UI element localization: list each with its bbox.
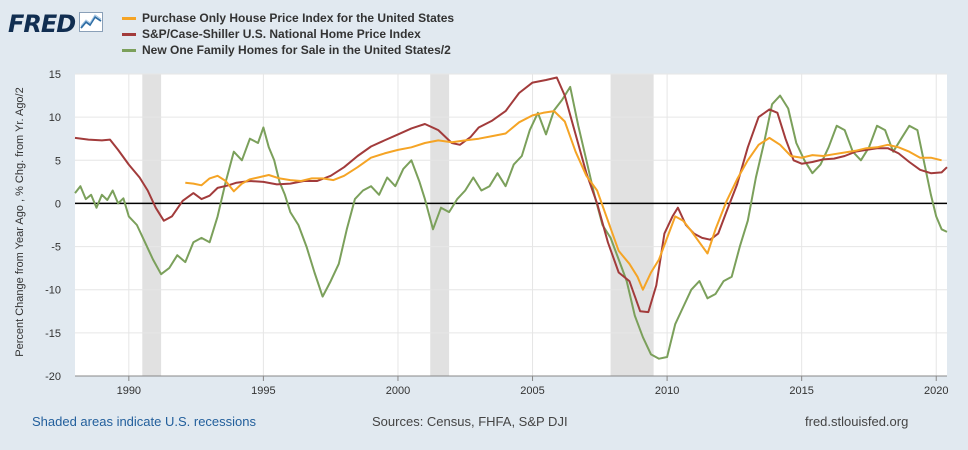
plot-background [75,74,947,376]
y-tick-label: -5 [51,242,61,254]
legend-swatch [122,48,136,52]
y-tick-label: 5 [55,155,61,167]
legend-label: S&P/Case-Shiller U.S. National Home Pric… [142,27,421,41]
x-tick-label: 2015 [789,385,813,397]
x-tick-label: 2000 [386,385,410,397]
x-tick-label: 2005 [520,385,544,397]
x-tick-label: 2010 [655,385,679,397]
series-line-1 [74,76,948,314]
logo-text: FRED [8,10,76,38]
x-tick-label: 1990 [117,385,141,397]
chart-line-icon [79,11,104,37]
recession-note[interactable]: Shaded areas indicate U.S. recessions [32,414,257,429]
x-tick-label: 1995 [251,385,275,397]
site-link[interactable]: fred.stlouisfed.org [805,414,909,429]
chart-legend: Purchase Only House Price Index for the … [122,10,454,58]
fred-logo[interactable]: FRED [8,10,104,38]
recession-band [430,74,450,376]
legend-swatch [122,16,136,20]
y-tick-label: -10 [45,285,61,297]
sources-text: Sources: Census, FHFA, S&P DJI [372,414,568,429]
y-tick-label: -20 [45,371,61,383]
y-tick-label: 0 [55,198,61,210]
legend-item-new-homes[interactable]: New One Family Homes for Sale in the Uni… [122,42,454,58]
y-tick-label: 15 [49,69,61,81]
y-tick-label: 10 [49,112,61,124]
legend-label: New One Family Homes for Sale in the Uni… [142,43,451,57]
x-tick-label: 2020 [924,385,948,397]
legend-label: Purchase Only House Price Index for the … [142,11,455,25]
recession-band [142,74,162,376]
y-tick-label: -15 [45,328,61,340]
legend-swatch [122,32,136,36]
series-line-0 [185,110,942,291]
recession-band [610,74,654,376]
legend-item-purchase-only[interactable]: Purchase Only House Price Index for the … [122,10,454,26]
legend-item-case-shiller[interactable]: S&P/Case-Shiller U.S. National Home Pric… [122,26,454,42]
